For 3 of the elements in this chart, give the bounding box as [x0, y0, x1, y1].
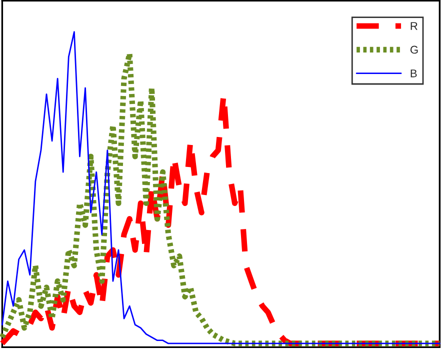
- legend-label: R: [410, 22, 418, 30]
- legend-label: B: [410, 70, 417, 78]
- legend-label: G: [410, 46, 418, 54]
